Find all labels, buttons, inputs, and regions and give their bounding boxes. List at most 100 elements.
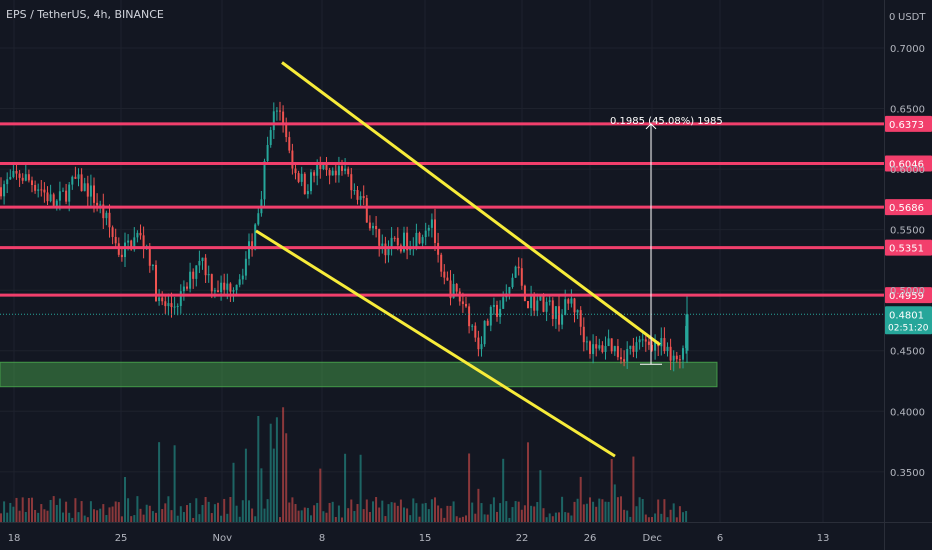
candle-body [77,174,80,179]
candle-body [173,306,176,308]
price-tick-label: 0.5500 [890,226,925,237]
trendlines[interactable] [255,61,661,458]
volume-bar [663,499,666,522]
candle-body [176,305,179,307]
current-price-tag[interactable] [885,306,932,335]
current-price-label: 0.4801 [889,310,924,321]
volume-bar [623,509,626,522]
candle-body [220,282,223,292]
level-price-tag[interactable] [885,115,932,132]
volume-bar [254,516,257,522]
candle-body [492,304,495,307]
volume-bar [533,506,536,522]
candle-body [161,297,164,302]
candle-body [589,341,591,354]
volume-bar [381,500,384,522]
volume-bar [461,516,464,522]
volume-bar [328,502,331,522]
volume-bar [409,515,412,522]
volume-bar [551,516,554,522]
candle-body [474,325,477,338]
volume-bar [657,499,660,522]
volume-bars [0,407,688,522]
currency-zero-label: 0 [889,12,895,23]
volume-bar [564,512,567,522]
volume-bar [446,505,449,522]
volume-bar [607,501,610,522]
level-price-label: 0.6046 [889,160,924,171]
volume-bar [412,498,415,522]
volume-bar [458,517,461,522]
candle-body [120,254,123,258]
level-price-tag[interactable] [885,287,932,304]
candle-body [151,264,154,266]
volume-bar [365,499,368,522]
candle-body [251,241,254,250]
volume-bar [127,498,130,522]
candle-body [102,204,105,219]
candle-body [641,339,644,341]
volume-bar [27,498,30,522]
candle-body [626,348,629,362]
candle-body [682,348,684,360]
candle-body [523,285,526,302]
candle-body [325,164,328,170]
level-price-tag[interactable] [885,199,932,216]
candle-body [443,271,446,278]
candle-body [672,355,675,361]
lower-trendline[interactable] [255,229,616,458]
candle-body [266,144,269,162]
volume-bar [480,503,483,522]
candle-body [148,246,151,266]
volume-bar [554,512,557,522]
volume-bar [176,515,179,522]
support-zone-rect[interactable] [0,361,718,388]
candle-body [629,345,632,349]
volume-bar [241,500,244,522]
candle-body [452,283,455,299]
candle-body [390,237,393,249]
volume-bar [263,508,266,522]
volume-bar [573,501,576,522]
level-price-tag[interactable] [885,155,932,172]
volume-bar [520,509,523,522]
volume-bar [170,510,173,522]
time-axis[interactable]: 18 25 Nov 8 15 22 26 Dec 6 13 [0,522,932,545]
candle-body [21,177,24,181]
candle-body [306,191,309,195]
candle-body [282,111,285,124]
volume-bar [179,506,182,522]
candle-body [378,229,381,246]
candle-body [86,183,89,197]
volume-bar [325,512,328,522]
candle-body [303,173,306,195]
level-price-tag[interactable] [885,239,932,256]
volume-bar [89,501,92,522]
volume-bar [282,407,285,522]
upper-trendline[interactable] [281,61,661,346]
candle-body [275,110,278,112]
candle-body [201,257,204,261]
candle-body [15,170,18,174]
volume-bar [303,507,306,522]
volume-bar [6,512,9,522]
volume-bar [158,442,161,522]
volume-bar [145,504,148,522]
volume-bar [12,506,15,522]
volume-bar [496,511,498,522]
candle-body [430,219,433,228]
horizontal-levels[interactable]: 0.6373 0.6046 0.5686 0.5351 0.4959 0.4801 02:5… [0,115,932,335]
measure-tool[interactable]: 0.1985 (45.08%) 1985 [610,116,723,365]
volume-bar [111,506,114,522]
price-axis[interactable]: 0.7000 0.6500 0.6000 0.5500 0.5000 0.4500 0.40… [884,0,927,550]
volume-bar [331,501,334,522]
volume-bar [530,505,533,522]
candle-body [297,173,300,182]
volume-bar [359,454,362,522]
volume-bar [232,462,235,522]
candle-body [37,189,40,191]
candle-body [356,190,359,200]
candle-body [300,173,303,182]
